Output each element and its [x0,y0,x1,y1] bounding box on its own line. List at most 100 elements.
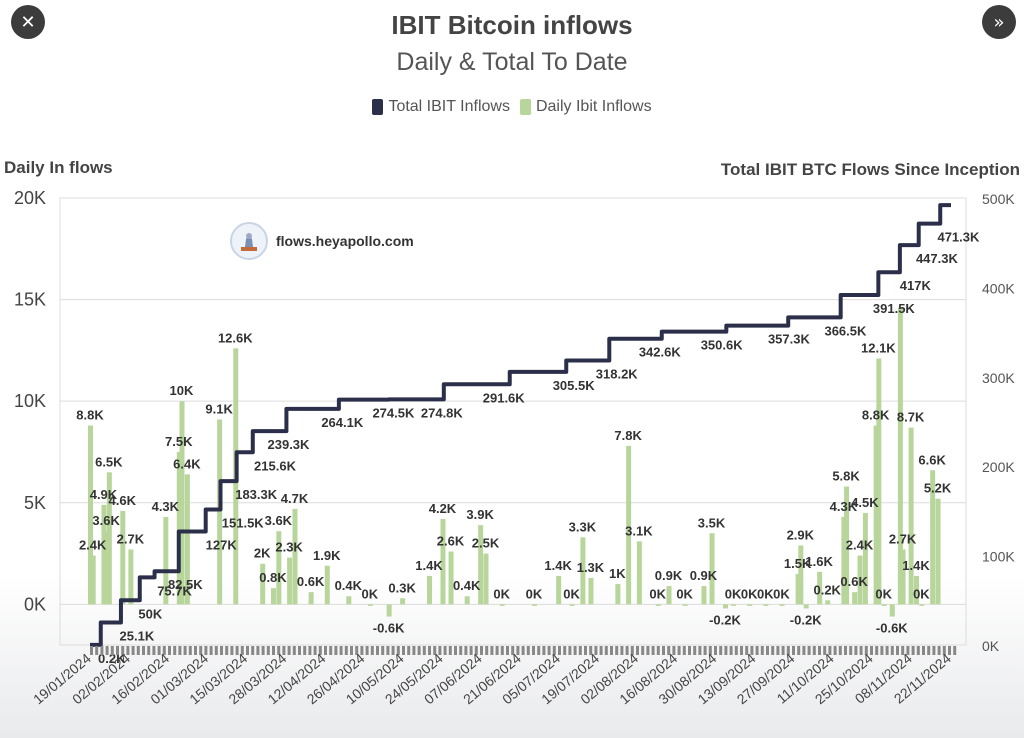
x-tick-mark [646,646,650,655]
daily-bar [308,592,314,605]
total-data-label: 82.5K [168,577,203,592]
x-tick-mark [199,646,203,655]
y-tick-left: 5K [24,493,46,513]
total-data-label: 305.5K [553,378,596,393]
legend: Total IBIT Inflows Daily Ibit Inflows [0,98,1024,116]
x-tick-mark [131,646,135,655]
x-tick-mark [745,646,749,655]
x-tick-mark [740,646,743,655]
x-tick-mark [381,646,385,655]
x-tick-mark [797,646,801,655]
x-tick-mark [610,646,613,655]
daily-data-label: 2.3K [275,540,303,555]
x-tick-mark [376,646,379,655]
x-tick-mark [724,646,728,655]
y-tick-left: 10K [14,391,46,411]
double-chevron-right-icon: » [993,11,1005,33]
x-tick-mark [277,646,281,655]
x-tick-mark [818,646,821,655]
total-data-label: 25.1K [120,629,155,644]
daily-data-label: 5.8K [832,469,860,484]
x-tick-mark [604,646,608,655]
x-tick-mark [573,646,577,655]
y-tick-left: 15K [14,290,46,310]
x-tick-mark [922,646,925,655]
x-tick-mark [188,646,192,655]
daily-bar [844,486,850,605]
daily-bar [276,531,282,605]
daily-data-label: 2.5K [472,536,500,551]
x-tick-mark [615,646,619,655]
total-data-label: 264.1K [321,415,364,430]
x-tick-mark [911,646,915,655]
x-tick-mark [927,646,931,655]
daily-bar [841,516,847,605]
x-tick-mark [776,646,780,655]
x-tick-mark [755,646,759,655]
x-tick-mark [324,646,327,655]
daily-data-label: 6.4K [173,456,201,471]
x-tick-mark [433,646,437,655]
total-data-label: 342.6K [639,345,682,360]
daily-data-label: 0K [649,586,666,601]
daily-data-label: 2.6K [437,534,465,549]
daily-data-label: 4.7K [281,491,309,506]
x-tick-mark [625,646,629,655]
daily-bar [120,510,126,605]
daily-data-label: 1.4K [902,558,930,573]
daily-bar [919,604,925,606]
daily-bar [817,571,823,605]
daily-bar [881,604,887,606]
x-tick-mark [833,646,837,655]
y-tick-right: 0K [982,638,1000,654]
grid-lines [59,197,967,646]
x-tick-mark [386,646,390,655]
legend-item-daily[interactable]: Daily Ibit Inflows [519,98,652,116]
close-button[interactable]: ✕ [11,5,45,39]
x-tick-mark [407,646,411,655]
daily-bar [763,604,769,606]
daily-bar [747,604,753,606]
total-data-label: 318.2K [596,367,639,382]
x-tick-mark [875,646,879,655]
y-tick-right: 100K [982,549,1015,565]
x-tick-mark [636,646,639,655]
daily-bar [292,508,298,605]
legend-label-daily: Daily Ibit Inflows [535,98,652,115]
legend-swatch-daily [519,99,531,115]
total-data-label: 366.5K [824,323,867,338]
daily-bar [400,598,406,605]
x-tick-mark [766,646,769,655]
daily-data-label: 7.5K [165,434,193,449]
daily-bar [795,573,801,605]
x-tick-mark [298,646,301,655]
daily-data-label: 0.2K [813,582,841,597]
x-tick-mark [329,646,333,655]
daily-bar [367,604,373,606]
total-data-label: 291.6K [483,390,526,405]
daily-bar [90,555,96,605]
total-data-label: 357.3K [768,332,811,347]
next-button[interactable]: » [982,5,1016,39]
close-icon: ✕ [20,11,36,33]
total-data-label: 447.3K [916,251,959,266]
daily-data-label: 1.5K [784,556,812,571]
x-tick-mark [864,646,868,655]
x-tick-mark [391,646,395,655]
daily-data-label: 6.6K [918,452,946,467]
daily-data-label: 10K [170,383,194,398]
legend-item-total[interactable]: Total IBIT Inflows [372,98,510,116]
daily-data-label: 2K [254,546,271,561]
daily-data-label: 2.4K [79,538,107,553]
daily-bar [722,604,728,609]
daily-data-label: 0.4K [453,578,481,593]
total-data-label: 471.3K [937,230,980,245]
x-tick-mark [714,646,717,655]
x-tick-mark [443,646,447,655]
x-tick-mark [116,646,119,655]
daily-bar [569,604,575,606]
x-tick-mark [318,646,322,655]
daily-data-label: 9.1K [205,401,233,416]
x-tick-mark [308,646,312,655]
daily-data-label: -0.6K [373,621,405,636]
